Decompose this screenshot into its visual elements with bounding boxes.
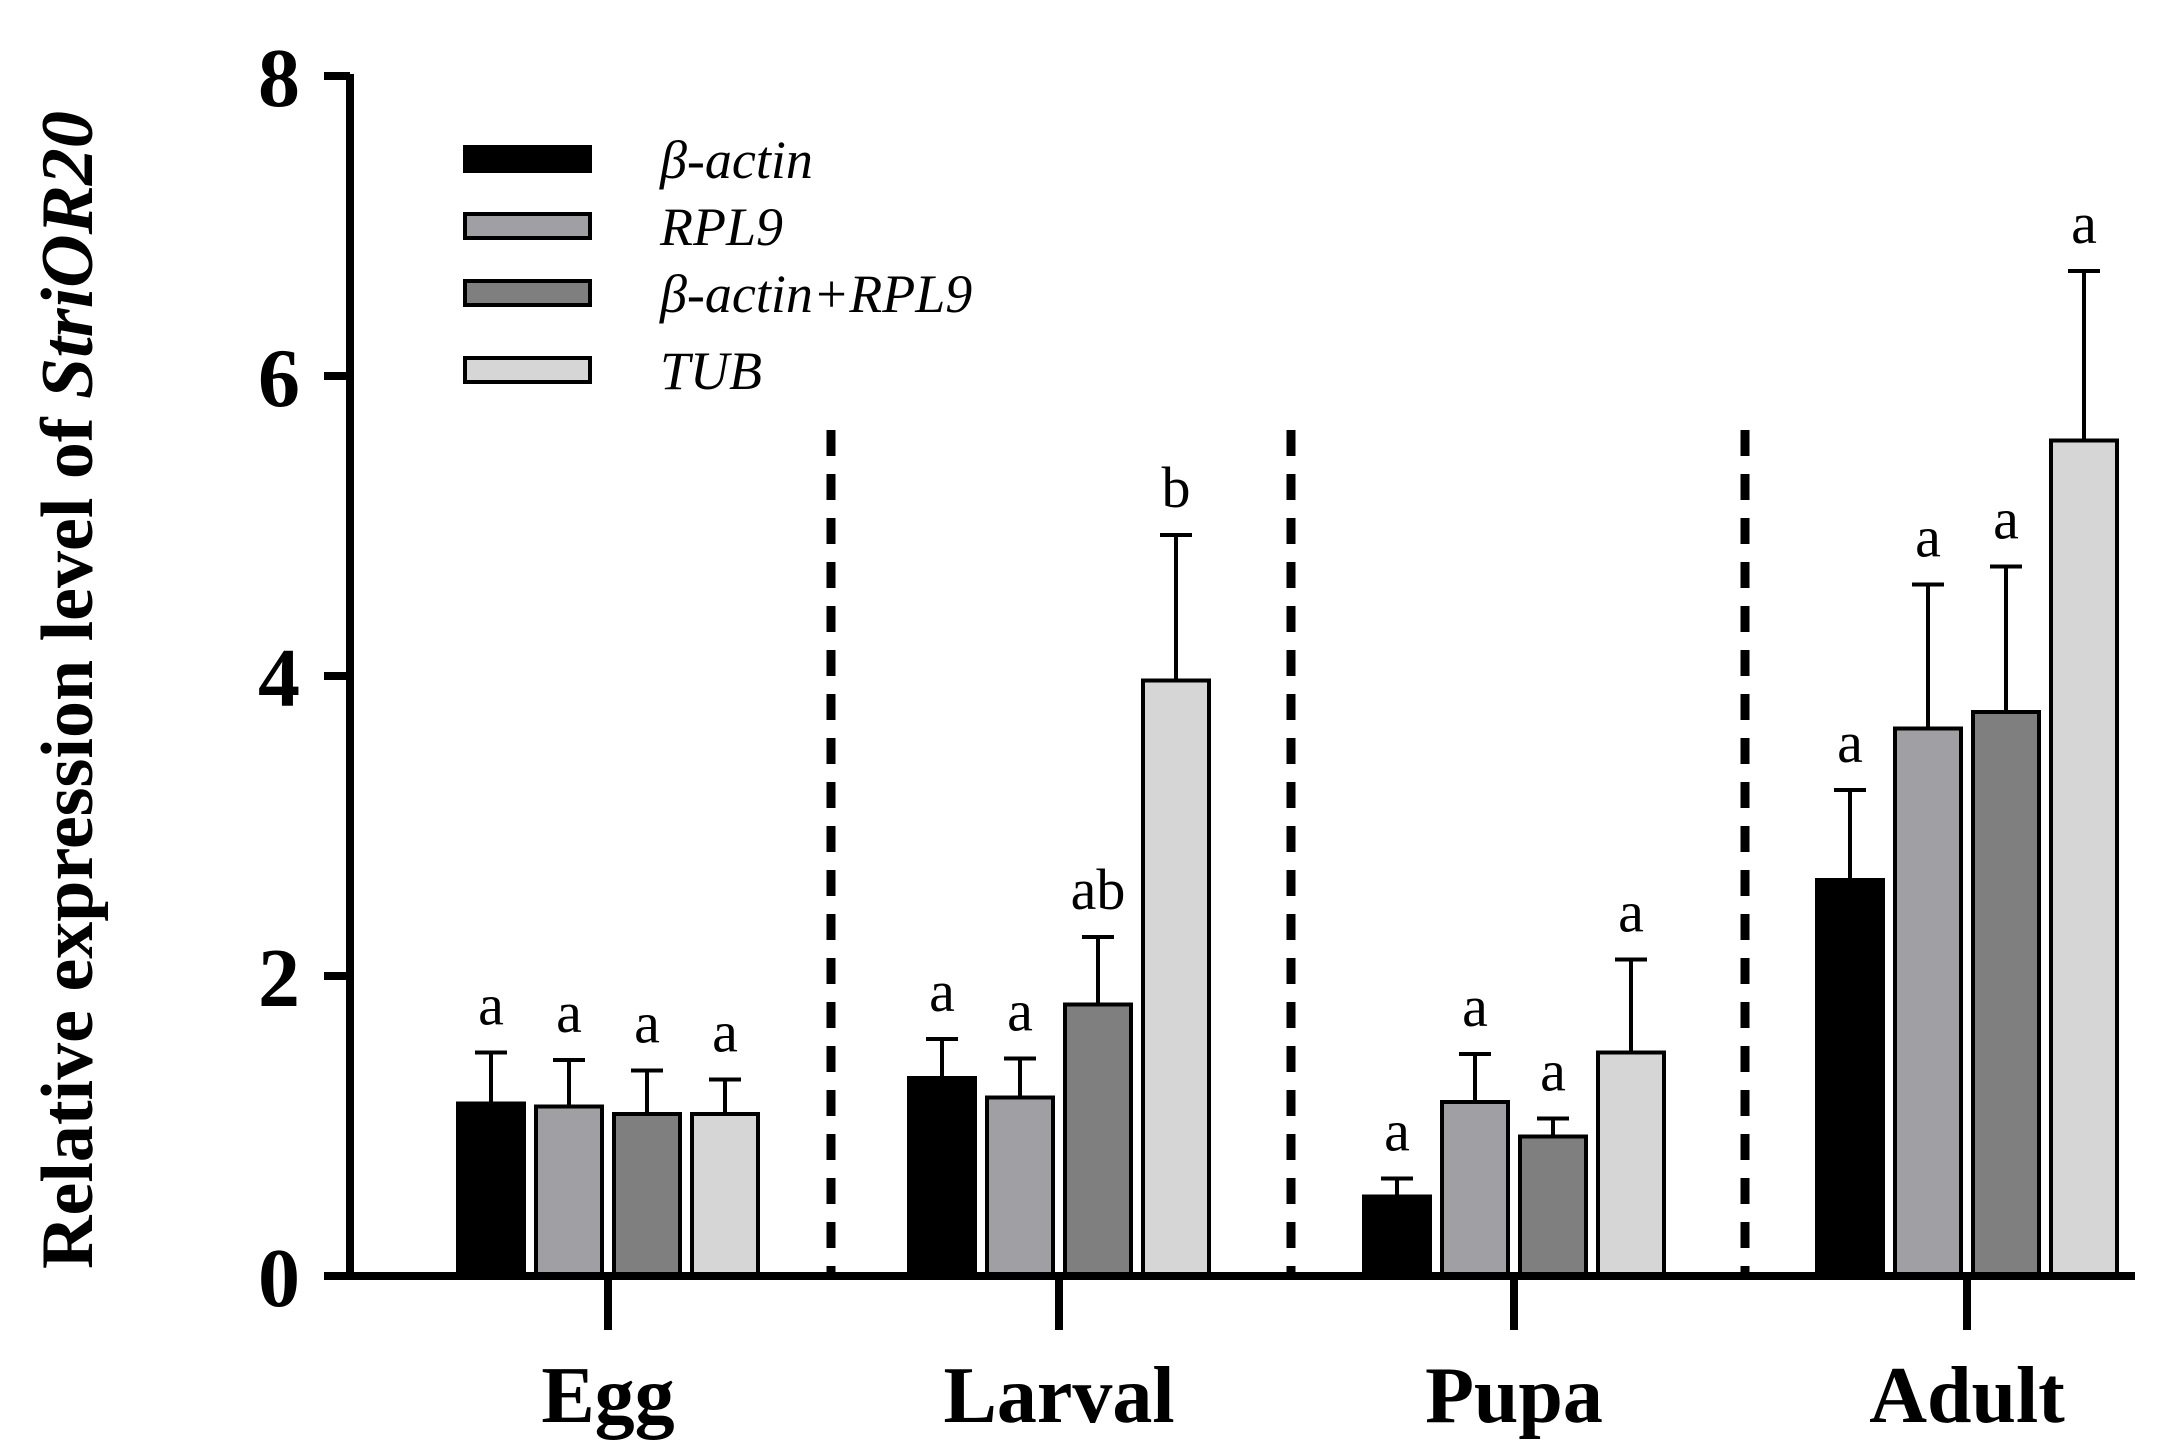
significance-label: ab bbox=[1071, 857, 1126, 922]
legend-swatch-3 bbox=[463, 279, 592, 307]
y-ticks: 0 2 4 6 8 bbox=[258, 32, 350, 1325]
legend-swatch-4 bbox=[463, 356, 592, 384]
legend-label-3: β-actin+RPL9 bbox=[659, 264, 972, 324]
bars bbox=[456, 438, 2119, 1278]
x-ticks: Egg Larval Pupa Adult bbox=[541, 1276, 2065, 1440]
legend-label-2: RPL9 bbox=[659, 197, 783, 257]
y-axis-label-prefix: Relative expression level of bbox=[27, 399, 109, 1269]
y-axis-label: Relative expression level of StriOR20 bbox=[27, 111, 109, 1269]
legend: β-actin RPL9 β-actin+RPL9 TUB bbox=[463, 130, 972, 401]
significance-label: b bbox=[1162, 455, 1191, 520]
x-tick-label-pupa: Pupa bbox=[1425, 1352, 1603, 1440]
bar-pupa-4 bbox=[1596, 1050, 1666, 1278]
significance-label: a bbox=[712, 1000, 738, 1065]
y-tick-label: 6 bbox=[258, 332, 300, 425]
group-separators bbox=[826, 430, 1750, 1276]
significance-label: a bbox=[1384, 1099, 1410, 1164]
significance-label: a bbox=[634, 991, 660, 1056]
y-axis-label-gene: StriOR20 bbox=[27, 111, 109, 399]
legend-label-4: TUB bbox=[660, 341, 762, 401]
bar-pupa-3 bbox=[1518, 1134, 1588, 1278]
bar-egg-4 bbox=[690, 1112, 760, 1278]
legend-swatch-1 bbox=[463, 145, 592, 173]
x-tick-label-egg: Egg bbox=[541, 1352, 674, 1440]
significance-label: a bbox=[2071, 191, 2097, 256]
x-tick-label-larval: Larval bbox=[943, 1352, 1174, 1440]
y-tick-label: 0 bbox=[258, 1232, 300, 1325]
bar-larval-4 bbox=[1141, 678, 1211, 1278]
bar-pupa-1 bbox=[1362, 1194, 1432, 1278]
significance-label: a bbox=[1915, 505, 1941, 570]
significance-label: a bbox=[1540, 1039, 1566, 1104]
y-tick-label: 4 bbox=[258, 632, 300, 725]
bar-larval-1 bbox=[907, 1076, 977, 1278]
legend-label-1: β-actin bbox=[659, 130, 813, 190]
y-tick-label: 8 bbox=[258, 32, 300, 125]
significance-label: a bbox=[929, 959, 955, 1024]
significance-label: a bbox=[556, 980, 582, 1045]
bar-egg-2 bbox=[534, 1104, 604, 1278]
legend-swatch-2 bbox=[463, 212, 592, 240]
bar-larval-3 bbox=[1063, 1002, 1133, 1278]
bar-pupa-2 bbox=[1440, 1100, 1510, 1278]
bar-adult-4 bbox=[2049, 438, 2119, 1278]
x-tick-label-adult: Adult bbox=[1869, 1352, 2065, 1440]
bar-adult-2 bbox=[1893, 726, 1963, 1278]
bar-adult-3 bbox=[1971, 710, 2041, 1278]
significance-label: a bbox=[1462, 974, 1488, 1039]
error-bars bbox=[475, 269, 2100, 1197]
bar-larval-2 bbox=[985, 1095, 1055, 1278]
significance-label: a bbox=[1618, 880, 1644, 945]
significance-label: a bbox=[478, 973, 504, 1038]
significance-label: a bbox=[1993, 487, 2019, 552]
bar-egg-1 bbox=[456, 1101, 526, 1278]
significance-label: a bbox=[1837, 710, 1863, 775]
bar-egg-3 bbox=[612, 1112, 682, 1278]
bar-adult-1 bbox=[1815, 878, 1885, 1278]
y-tick-label: 2 bbox=[258, 932, 300, 1025]
significance-label: a bbox=[1007, 979, 1033, 1044]
